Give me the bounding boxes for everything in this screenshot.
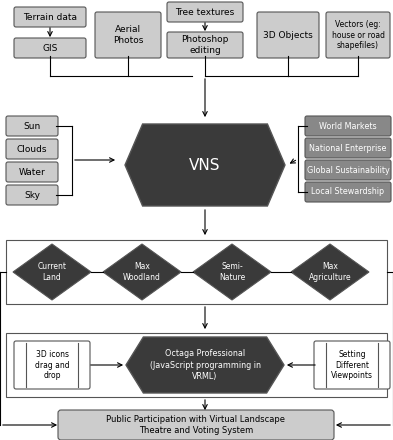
Text: VNS: VNS [189, 158, 221, 172]
FancyBboxPatch shape [6, 116, 58, 136]
Text: 3D icons
drag and
drop: 3D icons drag and drop [35, 350, 69, 380]
FancyBboxPatch shape [167, 2, 243, 22]
Text: Max
Woodland: Max Woodland [123, 262, 161, 282]
Text: GIS: GIS [42, 44, 58, 52]
Text: Setting
Different
Viewpoints: Setting Different Viewpoints [331, 350, 373, 380]
Polygon shape [103, 244, 181, 300]
Polygon shape [291, 244, 369, 300]
Text: Aerial
Photos: Aerial Photos [113, 26, 143, 45]
FancyBboxPatch shape [305, 160, 391, 180]
Text: Current
Land: Current Land [37, 262, 66, 282]
Text: Vectors (eg:
house or road
shapefiles): Vectors (eg: house or road shapefiles) [332, 20, 384, 50]
Polygon shape [193, 244, 271, 300]
Text: Clouds: Clouds [17, 144, 47, 154]
FancyBboxPatch shape [6, 333, 387, 397]
Text: Local Stewardship: Local Stewardship [311, 187, 385, 197]
FancyBboxPatch shape [305, 116, 391, 136]
FancyBboxPatch shape [6, 162, 58, 182]
FancyBboxPatch shape [167, 32, 243, 58]
Text: World Markets: World Markets [319, 121, 377, 131]
Text: Sky: Sky [24, 191, 40, 199]
Text: Terrain data: Terrain data [23, 12, 77, 22]
Text: Octaga Professional
(JavaScript programming in
VRML): Octaga Professional (JavaScript programm… [149, 349, 261, 381]
FancyBboxPatch shape [6, 240, 387, 304]
FancyBboxPatch shape [305, 138, 391, 158]
Text: Tree textures: Tree textures [175, 7, 235, 17]
Text: Water: Water [18, 168, 45, 176]
Text: Sun: Sun [23, 121, 40, 131]
Text: Semi-
Nature: Semi- Nature [219, 262, 245, 282]
FancyBboxPatch shape [314, 341, 390, 389]
Text: Photoshop
editing: Photoshop editing [181, 35, 229, 55]
Text: Public Participation with Virtual Landscape
Theatre and Voting System: Public Participation with Virtual Landsc… [107, 415, 285, 435]
FancyBboxPatch shape [305, 182, 391, 202]
FancyBboxPatch shape [6, 185, 58, 205]
FancyBboxPatch shape [14, 7, 86, 27]
Polygon shape [13, 244, 91, 300]
Text: Max
Agriculture: Max Agriculture [309, 262, 351, 282]
FancyBboxPatch shape [257, 12, 319, 58]
Text: 3D Objects: 3D Objects [263, 30, 313, 40]
FancyBboxPatch shape [6, 139, 58, 159]
FancyBboxPatch shape [326, 12, 390, 58]
Text: Global Sustainability: Global Sustainability [307, 165, 389, 175]
Text: National Enterprise: National Enterprise [309, 143, 387, 153]
Polygon shape [125, 124, 285, 206]
FancyBboxPatch shape [58, 410, 334, 440]
Polygon shape [126, 337, 284, 393]
FancyBboxPatch shape [95, 12, 161, 58]
FancyBboxPatch shape [14, 341, 90, 389]
FancyBboxPatch shape [14, 38, 86, 58]
